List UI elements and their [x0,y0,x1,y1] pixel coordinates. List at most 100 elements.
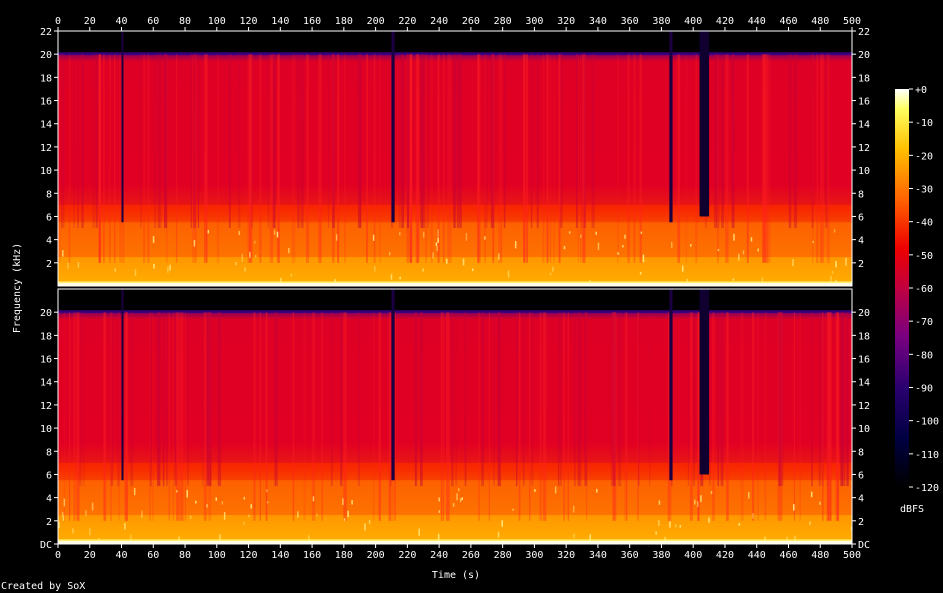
channel-1-texture-streak [357,54,362,229]
channel-1-texture-streak [228,54,231,229]
channel-2-texture-streak [187,312,189,487]
y-tick-label-left: 14 [40,378,52,389]
x-tick-label-top: 500 [843,16,861,27]
channel-1-transient [62,250,64,257]
channel-2-transient [658,500,661,505]
channel-1-transient [238,230,241,236]
x-tick-label-top: 180 [335,16,353,27]
channel-1-band-3 [58,204,852,223]
channel-2-transient [124,522,126,530]
channel-2-texture-streak [836,312,839,521]
channel-2-texture-streak [73,312,76,521]
channel-1-texture-streak [193,54,197,229]
channel-1-transient [792,259,794,267]
channel-2-transient [195,500,197,504]
channel-2-transient [347,510,349,518]
x-tick-label-top: 200 [367,16,385,27]
x-tick-label-top: 300 [525,16,543,27]
channel-1-texture-streak [593,54,595,229]
channel-2-texture-streak [584,312,587,487]
channel-2-texture-streak [118,312,120,521]
channel-1-texture-streak [725,54,729,263]
channel-1-transient [484,236,486,240]
channel-1-texture-streak [762,54,766,263]
channel-2-transient [266,501,269,504]
channel-1-transient [617,252,619,255]
channel-1-texture-streak [359,54,362,229]
channel-2-texture-streak [720,312,724,487]
channel-2-texture-streak [174,312,177,487]
channel-1-transient [390,274,393,280]
channel-1-texture-streak [318,54,321,263]
channel-2-transient [501,520,503,527]
channel-1-texture-streak [821,54,825,263]
channel-1-texture-streak [677,54,681,263]
channel-1-texture-streak [484,54,488,229]
channel-1-texture-streak [95,54,98,229]
colorbar-tick-label: -110 [915,450,939,461]
channel-2-texture-streak [303,312,306,521]
y-tick-label-left: 12 [40,401,52,412]
channel-1-texture-streak [492,54,495,263]
channel-1-transient [498,253,500,260]
channel-1-transient [833,228,836,233]
channel-2-texture-streak [818,312,821,487]
channel-1-transient [812,240,814,244]
channel-1-texture-streak [306,54,310,263]
channel-2-transient [572,505,575,513]
channel-1-transient [288,247,290,254]
channel-1-texture-streak [763,54,766,263]
channel-2-texture-streak [110,312,112,521]
y-tick-label-left: 20 [40,308,52,319]
y-tick-label-left: 2 [46,259,52,270]
channel-2-texture-streak [79,312,82,487]
channel-1-transient [681,265,684,272]
y-tick-label-right: 4 [858,494,864,505]
y-tick-label-right: 8 [858,189,864,200]
colorbar [895,89,909,487]
channel-2-texture-streak [779,312,783,521]
x-tick-label-bottom: 100 [208,550,226,561]
channel-2-texture-streak [103,312,107,521]
colorbar-tick-label: -10 [915,118,933,129]
channel-1-texture-streak [811,54,814,229]
channel-2-texture-streak [764,312,767,521]
channel-2-texture-streak [208,312,212,521]
channel-2-texture-streak [667,312,671,521]
channel-2-transient [72,528,74,534]
channel-2-transient [655,531,657,535]
x-tick-label-bottom: 400 [684,550,702,561]
channel-1-texture-streak [415,54,419,263]
channel-1-texture-streak [490,54,495,229]
channel-1-transient [244,267,246,272]
y-tick-label-right: 16 [858,97,870,108]
channel-2-transient [589,534,591,541]
channel-2-texture-streak [613,312,617,521]
channel-1-transient [335,234,338,241]
x-tick-label-bottom: 380 [652,550,670,561]
channel-2-transient [186,489,188,498]
channel-2-texture-streak [845,312,849,487]
channel-1-transient [134,269,137,276]
channel-2-texture-streak [378,312,381,521]
channel-1-texture-streak [237,54,241,229]
channel-2-texture-streak [116,312,120,487]
channel-1-transient [273,230,276,235]
channel-1-texture-streak [450,54,452,263]
x-tick-label-bottom: 280 [494,550,512,561]
channel-1-texture-streak [416,54,420,263]
channel-2-dc-line [58,541,852,544]
channel-1-texture-streak [407,54,409,229]
y-tick-label-right: 18 [858,73,870,84]
y-tick-label-left: 12 [40,143,52,154]
channel-1-transient [399,276,401,280]
y-tick-label-right: 22 [858,27,870,38]
channel-1-texture-streak [717,54,719,263]
channel-2-texture-streak [110,312,114,487]
channel-1-texture-streak [406,54,410,263]
channel-1-transient [235,261,237,266]
channel-1-texture-streak [331,54,335,263]
x-tick-label-top: 420 [716,16,734,27]
channel-1-dc-line [58,283,852,286]
channel-2-texture-streak [125,312,128,521]
